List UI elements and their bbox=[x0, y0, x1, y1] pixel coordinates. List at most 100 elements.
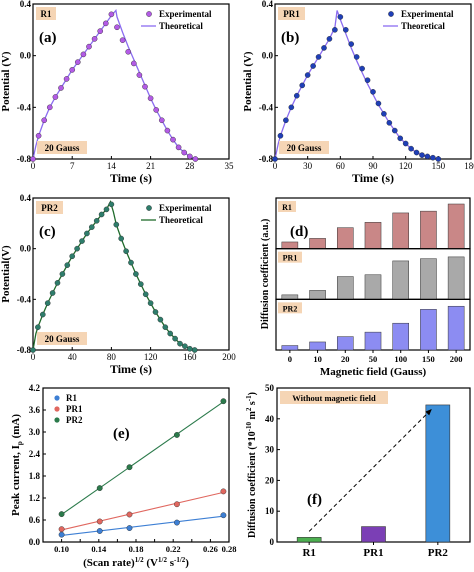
experimental-point bbox=[74, 245, 80, 252]
experimental-point bbox=[186, 345, 193, 352]
bar-pr1 bbox=[364, 274, 382, 300]
experimental-point bbox=[413, 149, 420, 156]
x-tick-label: 60 bbox=[336, 161, 346, 171]
bar-pr1 bbox=[281, 294, 299, 300]
experimental-point bbox=[35, 132, 42, 139]
panel-label: (f) bbox=[307, 492, 322, 508]
y-tick-label: -0.4 bbox=[17, 102, 32, 112]
y-tick-label: 0.0 bbox=[29, 537, 41, 547]
experimental-point bbox=[79, 238, 85, 244]
x-tick-label: 0.14 bbox=[91, 544, 107, 554]
experimental-point bbox=[63, 76, 70, 82]
x-tick-label: 0.10 bbox=[54, 544, 69, 554]
y-tick-label: 0.4 bbox=[262, 0, 274, 9]
trend-arrow-head bbox=[425, 408, 432, 416]
condition-note-box bbox=[279, 141, 329, 154]
annotation: Without magnetic field bbox=[292, 393, 376, 403]
data-point-r1 bbox=[96, 528, 103, 534]
x-tick-label: 180 bbox=[464, 161, 474, 171]
experimental-point bbox=[108, 11, 115, 18]
experimental-point bbox=[40, 311, 46, 318]
y-tick-label: 0.4 bbox=[20, 0, 32, 9]
experimental-point bbox=[175, 144, 182, 151]
x-tick-label: 0.28 bbox=[222, 544, 237, 554]
y-axis-label: Potential (V) bbox=[0, 51, 12, 112]
y-tick-label: -0.8 bbox=[259, 154, 274, 164]
y-tick-label: 0.0 bbox=[20, 51, 32, 61]
legend-marker-experimental bbox=[388, 11, 394, 17]
bar-pr1 bbox=[336, 276, 354, 300]
experimental-point bbox=[113, 221, 120, 228]
experimental-point bbox=[397, 135, 404, 142]
y-axis-label: Potential (V) bbox=[242, 51, 254, 112]
legend-marker-r1 bbox=[54, 395, 60, 401]
bar-r1 bbox=[392, 212, 410, 249]
experimental-point bbox=[80, 51, 87, 58]
experimental-point bbox=[310, 63, 316, 69]
x-tick-label: 7 bbox=[70, 161, 75, 171]
experimental-point bbox=[164, 127, 171, 134]
experimental-point bbox=[181, 149, 187, 156]
experimental-point bbox=[69, 67, 75, 73]
y-tick-label: 1.2 bbox=[29, 493, 41, 503]
data-point-pr2 bbox=[126, 464, 133, 471]
data-point-r1 bbox=[174, 519, 180, 526]
bar-pr2 bbox=[364, 331, 382, 351]
bar-pr2 bbox=[447, 305, 465, 351]
x-tick-label: 14 bbox=[107, 161, 117, 171]
experimental-point bbox=[370, 89, 376, 95]
experimental-point bbox=[332, 27, 338, 33]
panel-d: R1 PR1 PR2 0 10 20 50 100 150 200 Magnetic field (… bbox=[260, 197, 471, 378]
experimental-point bbox=[30, 156, 36, 162]
panel-label: (a) bbox=[39, 30, 57, 46]
experimental-point bbox=[108, 201, 115, 208]
experimental-point bbox=[192, 156, 199, 162]
condition-note-box bbox=[37, 141, 87, 154]
sample-tag-box bbox=[36, 7, 56, 20]
experimental-point bbox=[288, 104, 295, 111]
theoretical-line bbox=[32, 9, 196, 160]
experimental-point bbox=[52, 94, 59, 100]
experimental-point bbox=[130, 60, 137, 67]
panel-label: (c) bbox=[39, 224, 56, 240]
experimental-point bbox=[315, 54, 322, 60]
experimental-point bbox=[128, 259, 134, 266]
x-tick-label: 10 bbox=[313, 354, 322, 364]
condition-note: 20 Gauss bbox=[287, 143, 322, 153]
experimental-point bbox=[142, 291, 149, 298]
experimental-point bbox=[375, 100, 382, 107]
data-point-pr1 bbox=[220, 488, 227, 495]
experimental-point bbox=[157, 316, 164, 323]
experimental-point bbox=[93, 217, 100, 224]
experimental-point bbox=[348, 41, 355, 47]
x-tick-label: PR2 bbox=[428, 547, 449, 559]
experimental-point bbox=[364, 77, 371, 84]
y-tick-label: -0.4 bbox=[17, 294, 32, 304]
legend-label-r1: R1 bbox=[66, 393, 77, 403]
y-tick-label: 3.6 bbox=[29, 405, 41, 415]
experimental-point bbox=[391, 127, 398, 134]
experimental-point bbox=[147, 300, 154, 306]
y-tick-label: -0.4 bbox=[259, 102, 274, 112]
x-tick-label: 120 bbox=[144, 352, 158, 362]
data-point-pr2 bbox=[58, 511, 65, 518]
panel-label: (e) bbox=[113, 426, 130, 442]
bar-r1 bbox=[447, 203, 465, 249]
y-tick-label: -0.8 bbox=[17, 154, 32, 164]
experimental-point bbox=[91, 36, 98, 42]
data-point-pr1 bbox=[126, 511, 133, 518]
x-axis-label: Time (s) bbox=[110, 171, 152, 185]
experimental-point bbox=[283, 117, 289, 124]
experimental-point bbox=[170, 136, 176, 143]
x-tick-label: 0 bbox=[288, 354, 292, 364]
legend-label-experimental: Experimental bbox=[159, 9, 212, 19]
panel-label: (d) bbox=[290, 224, 308, 240]
x-tick-label: 150 bbox=[432, 161, 446, 171]
x-tick-label: 30 bbox=[303, 161, 313, 171]
experimental-point bbox=[172, 335, 178, 342]
panel-f: 0 10 20 30 40 50 R1 PR1 PR2 Without magnetic fiel… bbox=[245, 383, 471, 559]
series-tag-box bbox=[278, 251, 302, 263]
experimental-point bbox=[158, 117, 165, 124]
experimental-point bbox=[136, 72, 143, 78]
bar-r1 bbox=[296, 537, 322, 543]
